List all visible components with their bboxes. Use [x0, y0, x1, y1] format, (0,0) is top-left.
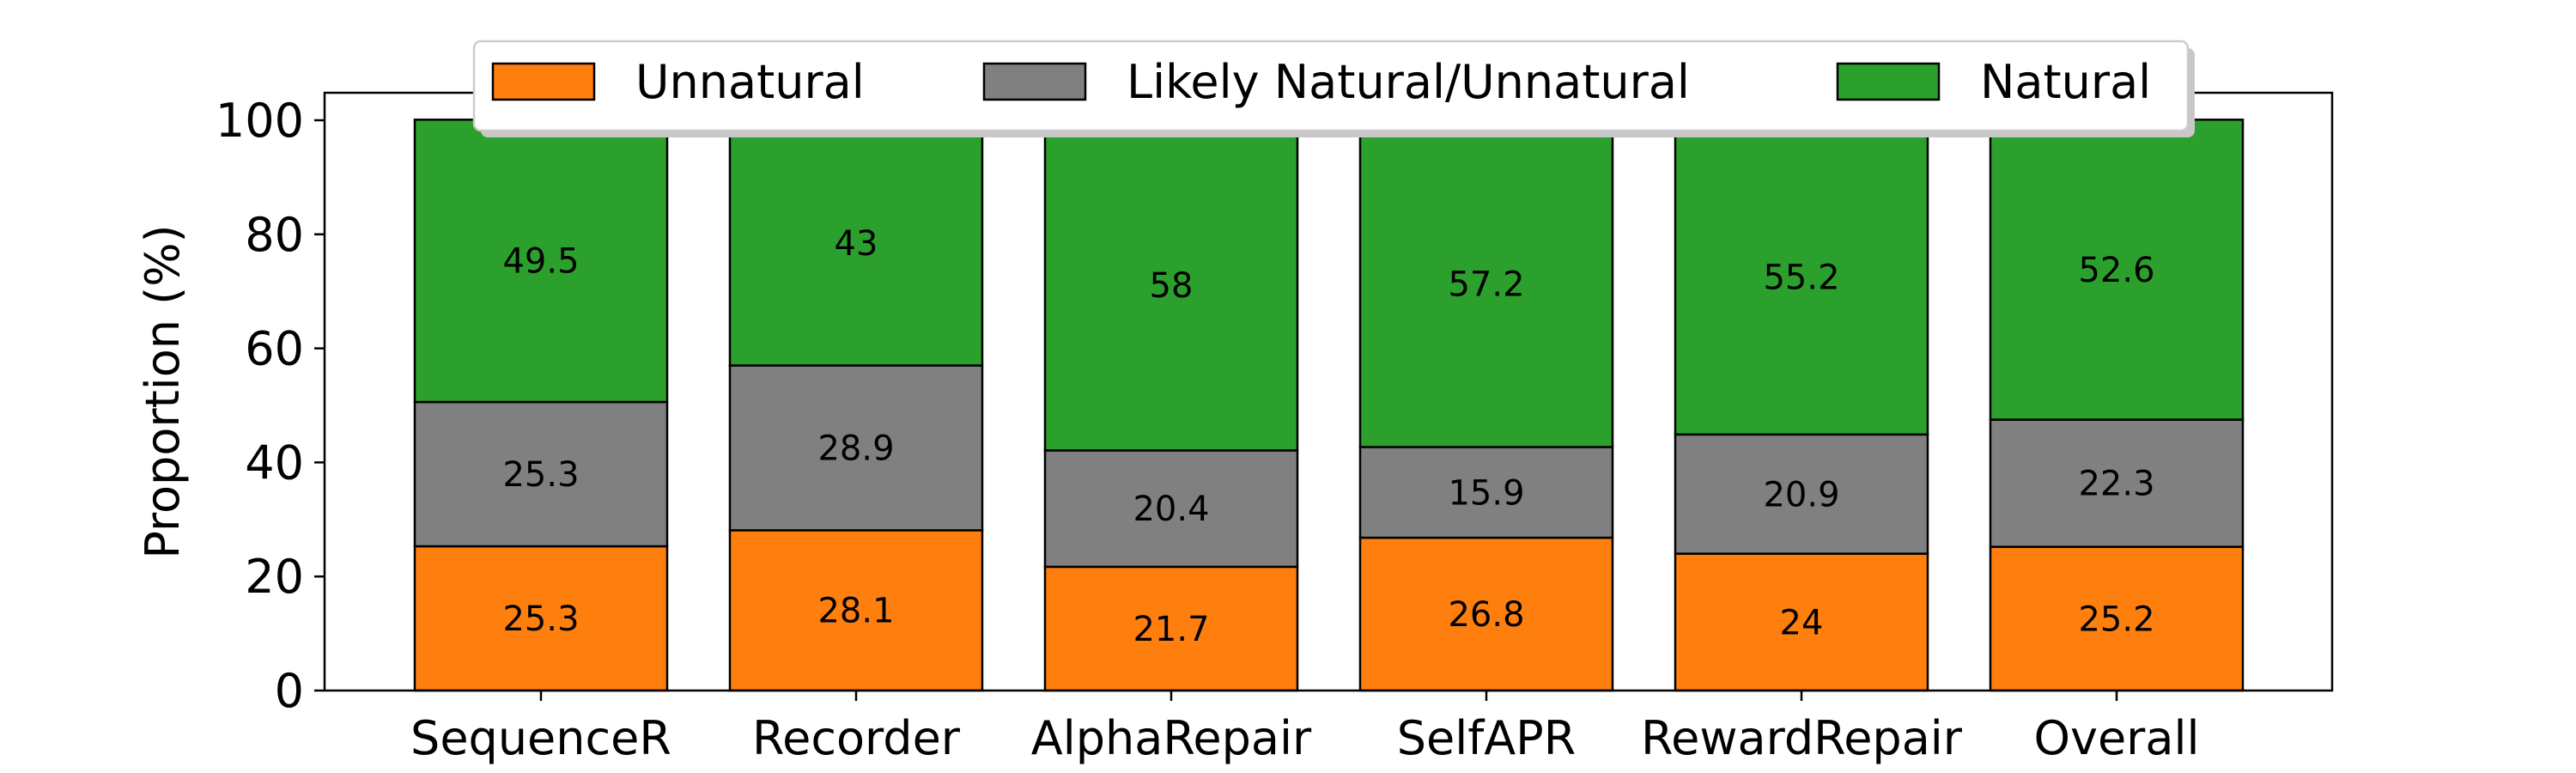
data-label: 28.1: [817, 592, 894, 631]
legend-label: Natural: [1980, 55, 2151, 109]
y-tick-label: 0: [275, 664, 304, 718]
bar-likely-natural-unnatural-overall: [1989, 418, 2245, 548]
bar-natural-rewardrepair: [1674, 119, 1929, 436]
legend: Unnatural Likely Natural/Unnatural Natural: [472, 40, 2195, 137]
legend-swatch: [982, 62, 1087, 101]
legend-label: Unnatural: [635, 55, 865, 109]
x-tick-label: AlphaRepair: [1031, 711, 1312, 765]
y-axis: 0 20 40 60 80 100: [216, 94, 325, 718]
x-tick-label: SequenceR: [410, 711, 671, 765]
y-axis-title: Proportion (%): [136, 224, 190, 558]
data-label: 25.3: [502, 600, 579, 639]
y-tick-label: 40: [245, 435, 304, 490]
data-label: 43: [835, 224, 878, 264]
data-label: 26.8: [1448, 595, 1524, 635]
bar-natural-alpharepair: [1043, 119, 1299, 452]
y-tick-label: 60: [245, 322, 304, 376]
bar-natural-recorder: [728, 119, 984, 367]
bar-likely-natural-unnatural-recorder: [728, 364, 984, 532]
data-label: 25.3: [502, 455, 579, 495]
x-tick-label: RewardRepair: [1641, 711, 1963, 765]
bar-unnatural-recorder: [728, 529, 984, 692]
bar-likely-natural-unnatural-sequencer: [413, 400, 669, 548]
legend-label: Likely Natural/Unnatural: [1127, 55, 1690, 109]
data-label: 49.5: [502, 242, 579, 282]
data-label: 15.9: [1448, 473, 1524, 513]
y-tick-label: 20: [245, 550, 304, 604]
bar-natural-overall: [1989, 119, 2245, 421]
data-label: 21.7: [1133, 610, 1209, 649]
bar-unnatural-rewardrepair: [1674, 552, 1929, 692]
bar-unnatural-overall: [1989, 545, 2245, 692]
bar-unnatural-selfapr: [1358, 536, 1614, 692]
data-label: 20.9: [1763, 475, 1839, 514]
data-label: 57.2: [1448, 265, 1524, 305]
bar-likely-natural-unnatural-selfapr: [1358, 446, 1614, 539]
x-tick-label: Recorder: [752, 711, 961, 765]
data-label: 58: [1150, 266, 1194, 306]
data-label: 22.3: [2078, 465, 2154, 504]
bar-unnatural-sequencer: [413, 545, 669, 692]
legend-box: [472, 40, 2190, 132]
data-label: 52.6: [2078, 251, 2154, 290]
legend-swatch: [1836, 62, 1941, 101]
bar-natural-selfapr: [1358, 119, 1614, 448]
legend-swatch: [491, 62, 596, 101]
data-label: 28.9: [817, 429, 894, 468]
x-axis: SequenceR Recorder AlphaRepair SelfAPR Rewar…: [410, 691, 2199, 765]
bar-likely-natural-unnatural-alpharepair: [1043, 449, 1299, 569]
y-tick-label: 100: [216, 94, 304, 148]
data-label: 20.4: [1133, 490, 1209, 529]
x-tick-label: Overall: [2034, 711, 2200, 765]
bar-labels-layer: 25.3 25.3 49.5 28.1 28.9 43 21.7 20.4 58 26.8 15.9…: [502, 224, 2154, 649]
data-label: 24: [1780, 603, 1824, 642]
data-label: 25.2: [2078, 600, 2154, 639]
data-label: 55.2: [1763, 259, 1839, 298]
bars-layer: [413, 119, 2245, 692]
y-tick-label: 80: [245, 208, 304, 262]
x-tick-label: SelfAPR: [1397, 711, 1577, 765]
